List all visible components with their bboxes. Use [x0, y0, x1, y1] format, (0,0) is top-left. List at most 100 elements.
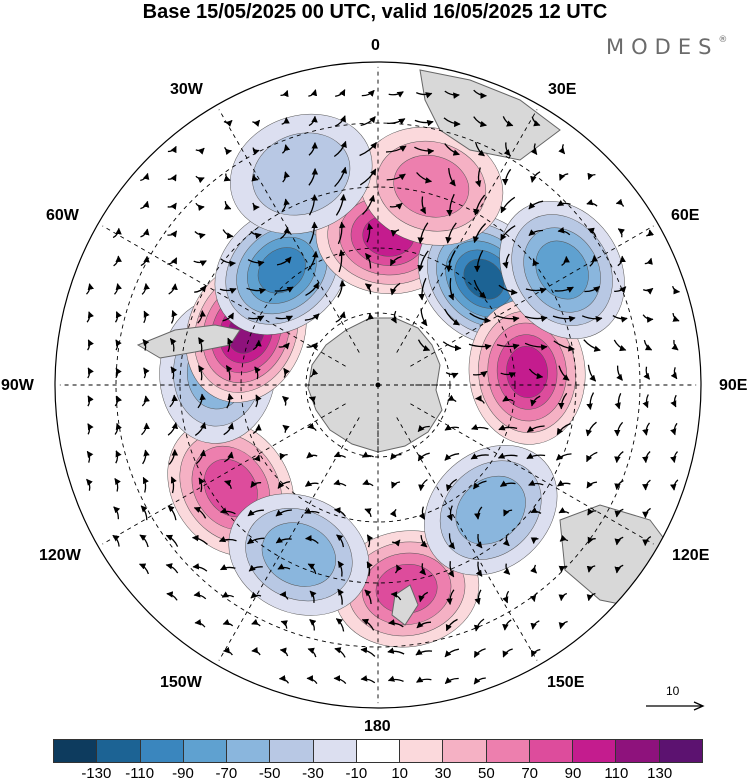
wind-vector-arrow [113, 255, 122, 267]
wind-vector-arrow [420, 535, 428, 548]
wind-vector-arrow [279, 647, 289, 657]
wind-vector-arrow [165, 534, 179, 547]
wind-vector-arrow [113, 506, 121, 520]
colorbar-tick-labels: -130 -110 -90 -70 -50 -30 -10 10 30 50 70 90 110 130 [53, 765, 703, 783]
colorbar-tick-label: 110 [604, 765, 629, 782]
colorbar-tick-label: 70 [521, 765, 538, 782]
registered-mark: ® [718, 35, 728, 45]
wind-vector-arrow [252, 454, 261, 462]
wind-vector-arrow [195, 202, 205, 211]
wind-vector-arrow [561, 255, 570, 266]
wind-vector-arrow [554, 286, 574, 293]
wind-vector-arrow [334, 647, 346, 658]
wind-vector-arrow [115, 367, 122, 379]
wind-vector-arrow [252, 119, 261, 127]
wind-vector-arrow [589, 255, 598, 267]
anomaly-contour [252, 132, 351, 216]
wind-vector-arrow [417, 222, 429, 244]
wind-vector-arrow [197, 393, 206, 409]
wind-vector-arrow [305, 282, 320, 296]
wind-vector-arrow [557, 392, 568, 410]
wind-vector-arrow [500, 225, 516, 241]
wind-vector-arrow [248, 564, 263, 572]
wind-vector-arrow [389, 255, 402, 267]
wind-vector-arrow [195, 175, 205, 184]
wind-vector-arrow [170, 476, 177, 494]
wind-vector-arrow [475, 534, 483, 549]
wind-vector-arrow [642, 507, 651, 519]
wind-vector-arrow [472, 480, 487, 490]
wind-vector-arrow [496, 315, 520, 323]
wind-vector-arrow [524, 342, 548, 351]
wind-vector-arrow [335, 311, 346, 323]
wind-vector-arrow [612, 315, 628, 323]
wind-vector-arrow [414, 146, 435, 155]
wind-vector-arrow [226, 393, 234, 409]
wind-vector-arrow [361, 89, 375, 97]
meridian-line [218, 109, 360, 353]
wind-vector-arrow [418, 277, 427, 301]
wind-vector-arrow [444, 453, 460, 461]
colorbar-tick-label: -130 [81, 765, 112, 782]
wind-vector-arrow [255, 394, 262, 408]
wind-vector-arrow [446, 505, 453, 522]
colorbar-swatch [616, 740, 660, 762]
wind-vector-arrow [360, 675, 376, 684]
wind-vector-arrow [218, 536, 237, 543]
wind-vector-arrow [86, 450, 94, 463]
wind-vector-arrow [359, 168, 377, 186]
wind-vector-arrow [223, 451, 234, 463]
wind-vector-arrow [443, 117, 461, 128]
pole-dot [375, 382, 381, 388]
new-zealand [391, 584, 419, 626]
wind-vector-arrow [275, 536, 292, 544]
wind-vector-arrow [195, 147, 205, 155]
wind-vector-arrow [470, 453, 489, 460]
wind-vector-arrow [338, 249, 346, 273]
lon-label-150e: 150E [547, 674, 585, 691]
wind-vector-arrow [86, 283, 94, 295]
wind-vector-arrow [167, 257, 178, 265]
wind-vector-arrow [225, 365, 233, 381]
wind-vector-arrow [193, 260, 207, 267]
wind-vector-arrow [448, 533, 456, 550]
lon-label-120w: 120W [39, 547, 81, 564]
wind-vector-arrow [502, 116, 514, 127]
wind-vector-arrow [308, 142, 319, 156]
wind-vector-arrow [581, 315, 603, 323]
wind-vector-arrow [275, 509, 292, 517]
wind-vector-arrow [334, 115, 346, 127]
wind-vector-arrow [530, 564, 537, 574]
wind-vector-arrow [473, 116, 487, 128]
wind-vector-arrow [277, 563, 291, 570]
wind-vector-arrow [197, 310, 206, 324]
wind-vector-arrow [140, 505, 148, 521]
wind-vector-arrow [529, 592, 538, 603]
wind-vector-arrow [224, 479, 232, 489]
wind-vector-arrow [386, 173, 406, 181]
wind-vector-arrow [442, 341, 462, 352]
wind-vector-arrow [671, 285, 681, 295]
wind-vector-arrow [335, 193, 347, 216]
wind-vector-arrow [556, 422, 572, 436]
wind-vector-arrow [415, 648, 433, 656]
wind-vector-arrow [418, 506, 426, 520]
wind-vector-arrow [587, 227, 597, 238]
wind-vector-arrow [282, 424, 290, 433]
wind-vector-arrow [87, 395, 94, 407]
wind-vector-arrow [112, 227, 122, 239]
wind-vector-arrow [503, 563, 511, 575]
wind-vector-arrow [614, 451, 624, 464]
wind-vector-arrow [445, 250, 456, 273]
wind-vector-arrow [390, 591, 402, 601]
wind-vector-arrow [498, 284, 518, 296]
colorbar-swatch [356, 740, 401, 762]
wind-vector-arrow [446, 193, 455, 217]
wind-vector-arrow [445, 618, 458, 632]
wind-vector-arrow [86, 478, 93, 491]
wind-vector-arrow [170, 366, 178, 380]
wind-vector-arrow [365, 312, 375, 322]
wind-vector-arrow [281, 144, 291, 154]
wind-vector-arrow [87, 339, 94, 351]
wind-vector-arrow [502, 648, 513, 658]
